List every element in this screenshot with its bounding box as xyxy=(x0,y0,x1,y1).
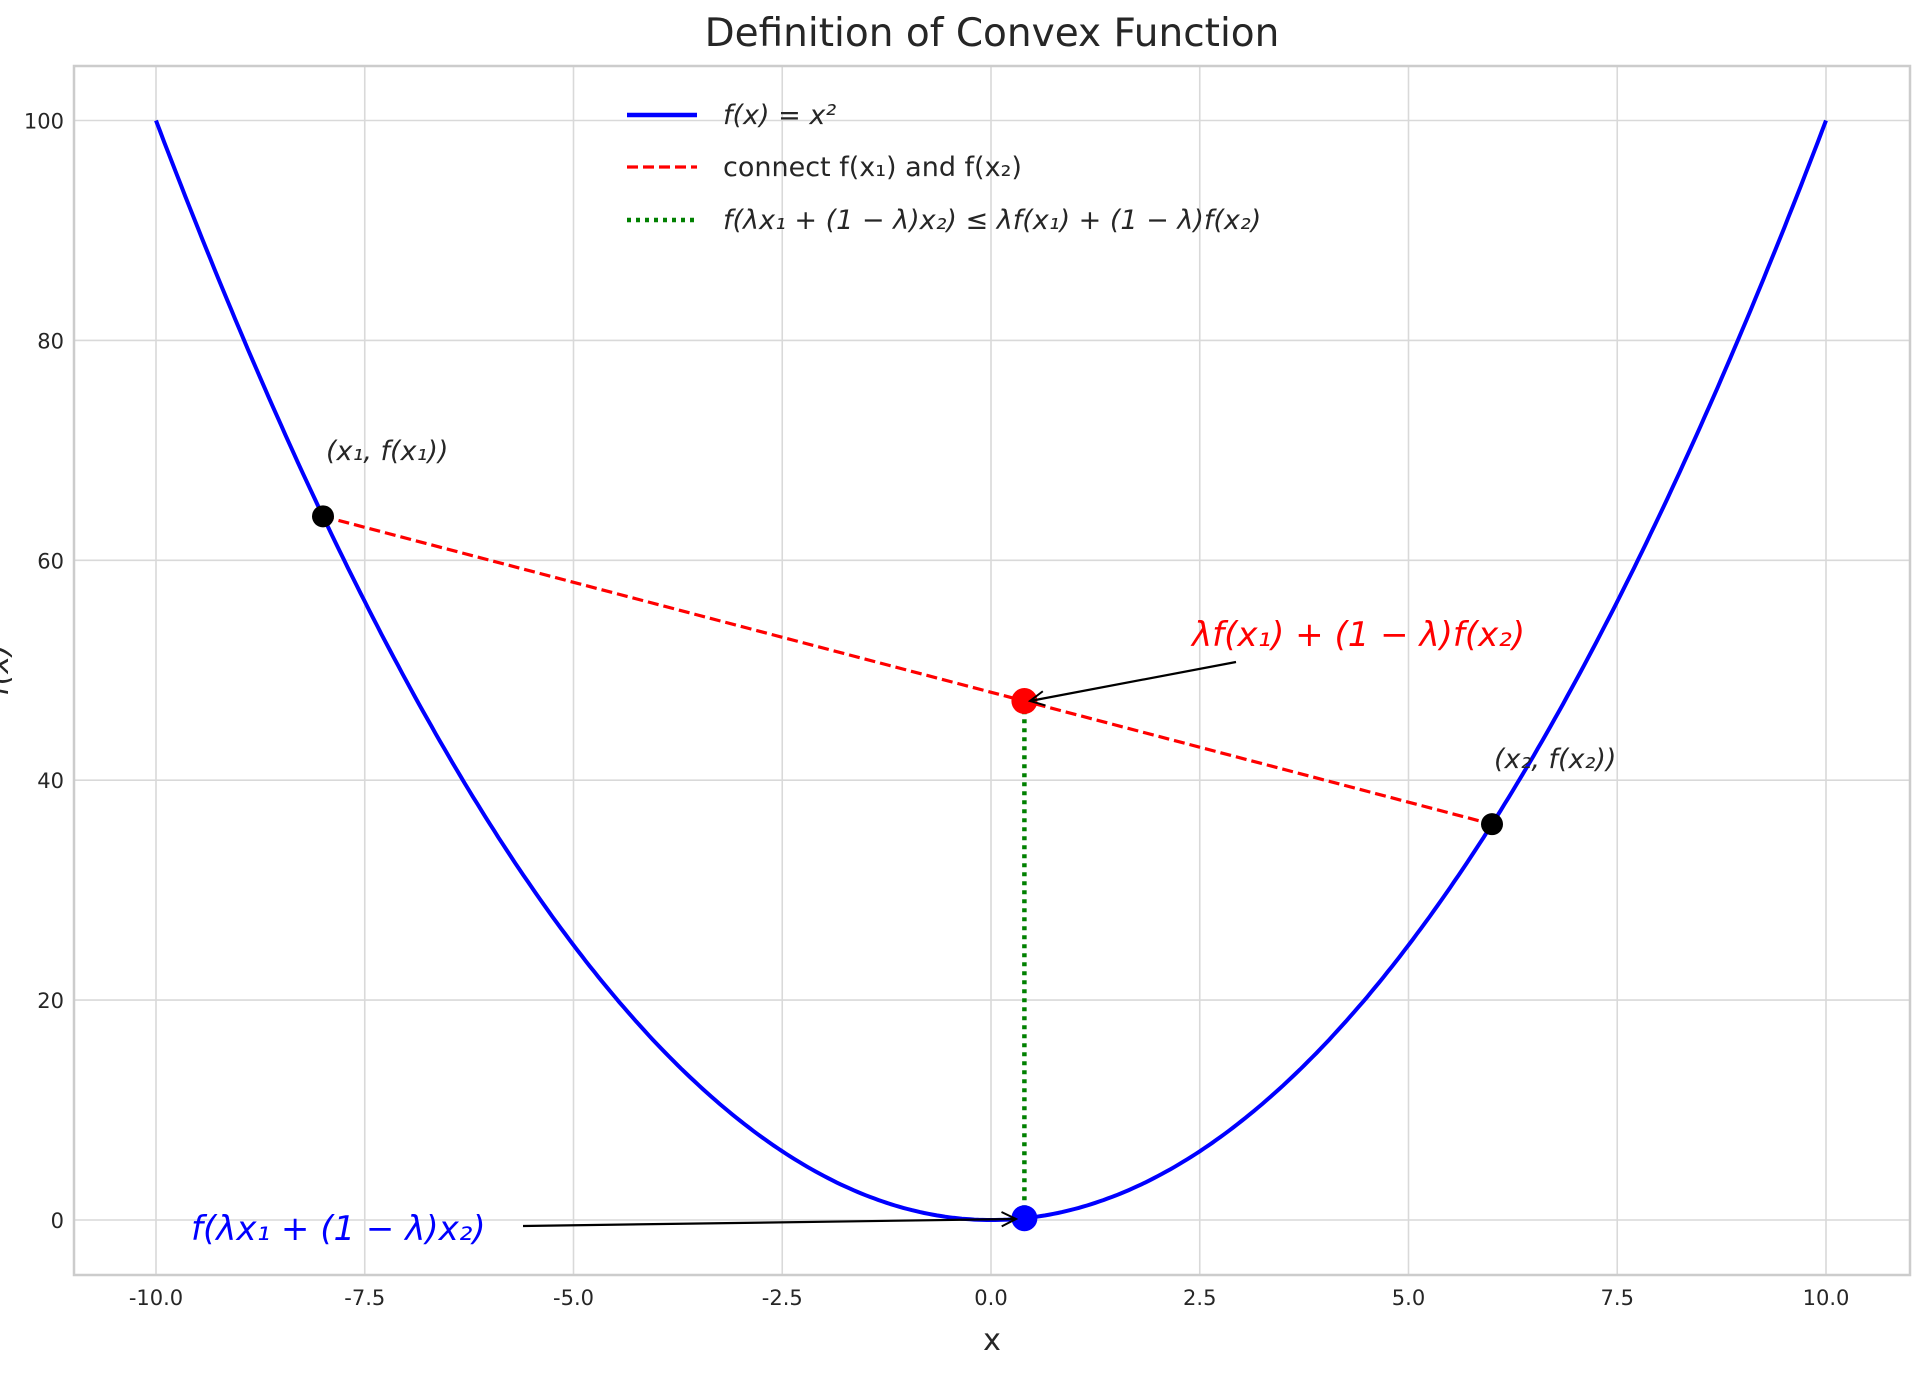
x-axis-label: x xyxy=(983,1323,1001,1358)
y-tick-label: 100 xyxy=(24,110,64,134)
grid xyxy=(74,66,1910,1275)
data-point xyxy=(1481,813,1503,836)
point-label-x2: (x₂, f(x₂)) xyxy=(1494,744,1616,775)
legend: f(x) = x² connect f(x₁) and f(x₂) f(λx₁ … xyxy=(627,100,1261,236)
x-tick-label: -2.5 xyxy=(762,1286,803,1310)
chart-title: Definition of Convex Function xyxy=(705,11,1280,56)
data-point xyxy=(312,505,334,528)
y-tick-label: 60 xyxy=(37,549,64,573)
legend-label-curve: f(x) = x² xyxy=(723,100,836,131)
series-chord xyxy=(322,514,1493,826)
annotation-arrow-chord xyxy=(1030,660,1237,701)
plot-frame xyxy=(72,64,1912,1277)
annotation-arrow-function xyxy=(522,1219,1016,1226)
ticks: -10.0 -7.5 -5.0 -2.5 0.0 2.5 5.0 7.5 10.0 0 20 40 60… xyxy=(24,110,1849,1311)
y-tick-label: 20 xyxy=(37,989,64,1013)
x-tick-label: 5.0 xyxy=(1392,1286,1425,1310)
annotation-chord-value: λf(x₁) + (1 − λ)f(x₂) xyxy=(1190,615,1525,655)
x-tick-label: 0.0 xyxy=(974,1286,1007,1310)
legend-label-chord: connect f(x₁) and f(x₂) xyxy=(723,152,1022,183)
x-tick-label: -10.0 xyxy=(129,1286,183,1310)
x-tick-label: 2.5 xyxy=(1183,1286,1216,1310)
y-tick-label: 40 xyxy=(37,769,64,793)
y-axis-label: f(x) xyxy=(0,644,16,696)
x-tick-label: -5.0 xyxy=(553,1286,594,1310)
x-tick-label: -7.5 xyxy=(344,1286,385,1310)
y-tick-label: 0 xyxy=(51,1209,64,1233)
x-tick-label: 10.0 xyxy=(1803,1286,1850,1310)
annotation-function-value: f(λx₁ + (1 − λ)x₂) xyxy=(191,1209,486,1249)
x-tick-label: 7.5 xyxy=(1601,1286,1634,1310)
y-tick-label: 80 xyxy=(37,329,64,353)
legend-label-vertical: f(λx₁ + (1 − λ)x₂) ≤ λf(x₁) + (1 − λ)f(x… xyxy=(723,205,1261,236)
point-label-x1: (x₁, f(x₁)) xyxy=(326,436,448,467)
